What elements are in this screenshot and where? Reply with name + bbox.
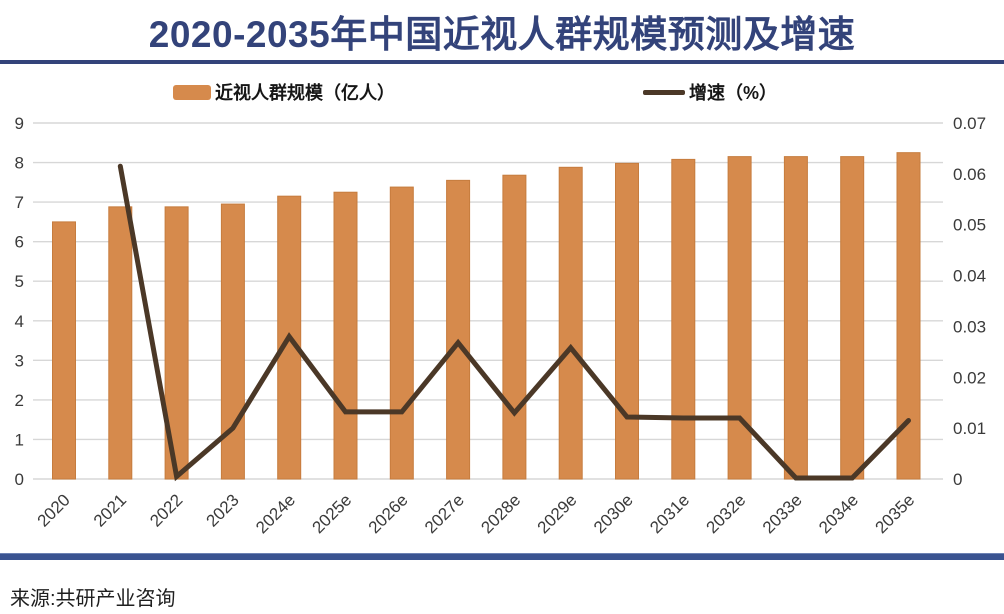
left-axis-tick-label: 2	[15, 391, 24, 410]
line-series-swatch-icon	[643, 89, 685, 95]
right-axis-tick-label: 0	[953, 470, 962, 489]
x-axis-label-2026e: 2026e	[365, 490, 412, 537]
left-axis-tick-label: 8	[15, 154, 24, 173]
chart-title: 2020-2035年中国近视人群规模预测及增速	[148, 14, 856, 55]
bar-2030e	[615, 162, 639, 480]
left-axis-tick-label: 5	[15, 272, 24, 291]
right-axis-tick-label: 0.03	[953, 317, 986, 336]
bar-2027e	[446, 179, 471, 480]
bar-2029e	[558, 166, 583, 480]
left-axis-tick-label: 0	[15, 470, 24, 489]
right-axis-tick-label: 0.01	[953, 419, 986, 438]
bar-2026e	[389, 186, 414, 480]
bar-2028e	[502, 174, 527, 480]
right-axis-tick-label: 0.06	[953, 165, 986, 184]
x-axis-label-2031e: 2031e	[646, 490, 693, 537]
x-axis-label-2025e: 2025e	[308, 490, 355, 537]
left-axis-tick-label: 1	[15, 430, 24, 449]
left-axis-tick-label: 7	[15, 193, 24, 212]
x-axis-label-2033e: 2033e	[759, 490, 806, 537]
title-divider	[0, 60, 1004, 64]
left-axis-tick-label: 4	[15, 312, 24, 331]
bar-2035e	[896, 152, 921, 480]
combo-chart: 0 1 2 3 4 5 6 7 8 9 0 0.01 0.02 0.03 0.04 0.05 0.06 0.07 2…	[15, 114, 987, 537]
x-axis-label-2029e: 2029e	[534, 490, 581, 537]
x-axis-label-2024e: 2024e	[252, 490, 299, 537]
bar-2032e	[727, 156, 752, 480]
x-axis-label-2034e: 2034e	[815, 490, 862, 537]
x-axis-label-2023: 2023	[203, 490, 243, 530]
x-axis-label-2020: 2020	[34, 490, 74, 530]
legend-line-label: 增速（%）	[689, 83, 778, 103]
bar-series-swatch-icon	[173, 84, 211, 100]
legend-item-line-series: 增速（%）	[643, 79, 777, 105]
right-axis-tick-label: 0.04	[953, 267, 986, 286]
x-axis-label-2030e: 2030e	[590, 490, 637, 537]
x-axis-label-2035e: 2035e	[871, 490, 918, 537]
bottom-divider	[0, 553, 1004, 560]
right-axis-tick-label: 0.07	[953, 114, 986, 133]
left-axis-tick-label: 6	[15, 233, 24, 252]
x-axis-label-2028e: 2028e	[477, 490, 524, 537]
bar-2034e	[840, 156, 865, 480]
bar-2031e	[671, 158, 696, 480]
x-axis-label-2021: 2021	[90, 490, 130, 530]
bar-2023	[220, 203, 245, 480]
x-axis-label-2022: 2022	[146, 490, 186, 530]
bar-2033e	[783, 156, 808, 480]
source-attribution: 来源:共研产业咨询	[10, 588, 176, 610]
bar-2021	[108, 206, 133, 480]
left-axis-tick-label: 9	[15, 114, 24, 133]
right-axis-tick-label: 0.02	[953, 368, 986, 387]
legend-bar-label: 近视人群规模（亿人）	[215, 83, 395, 103]
x-axis-label-2032e: 2032e	[703, 490, 750, 537]
x-axis-label-2027e: 2027e	[421, 490, 468, 537]
right-axis-tick-label: 0.05	[953, 216, 986, 235]
left-axis-tick-label: 3	[15, 351, 24, 370]
growth-rate-line	[117, 163, 911, 482]
legend-item-bar-series: 近视人群规模（亿人）	[173, 79, 395, 105]
bar-2025e	[333, 191, 358, 480]
bar-2020	[52, 221, 76, 480]
